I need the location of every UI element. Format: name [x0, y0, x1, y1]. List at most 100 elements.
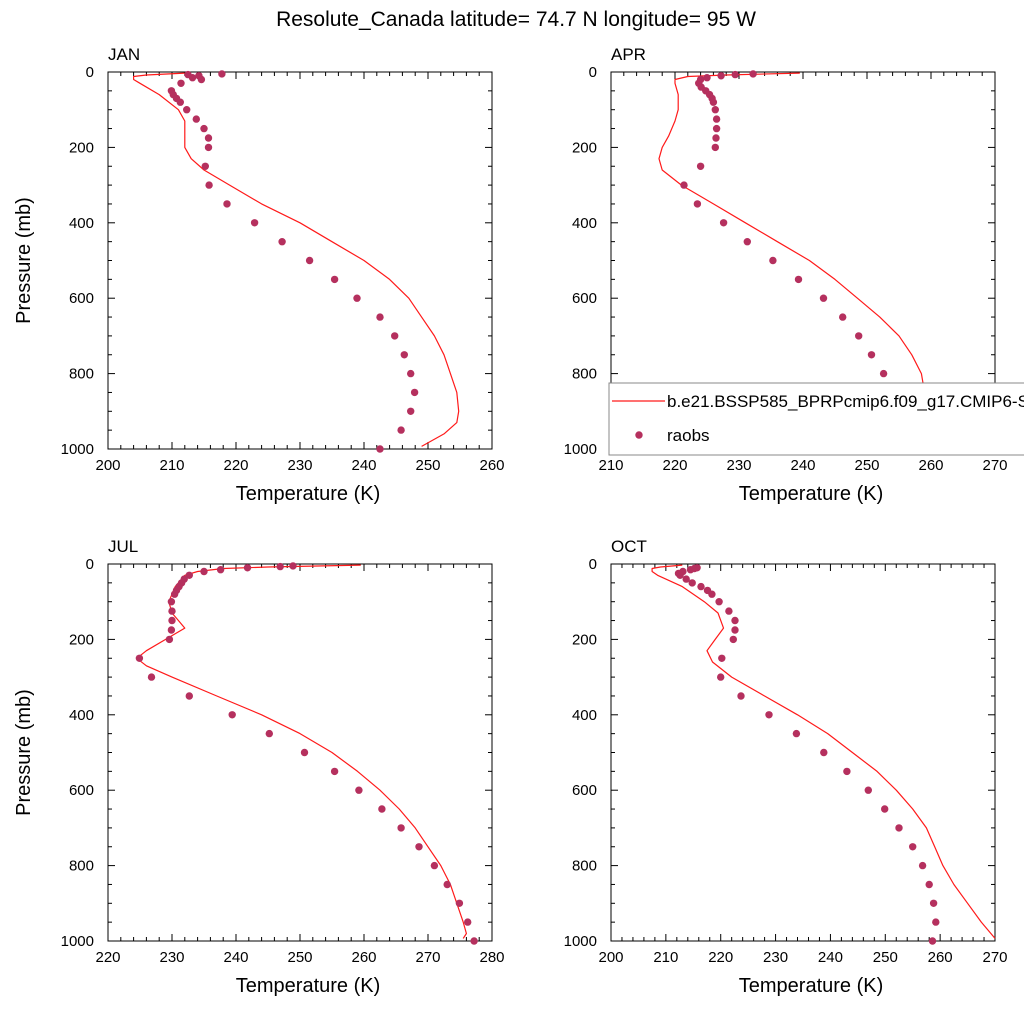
x-tick-label: 270 [982, 457, 1007, 474]
raobs-point [696, 162, 705, 170]
raobs-point [715, 598, 723, 606]
raobs-point [792, 729, 801, 738]
y-tick-label: 800 [572, 366, 597, 383]
raobs-point [709, 98, 718, 106]
legend-raobs-marker [635, 431, 643, 439]
x-tick-label: 220 [662, 457, 687, 474]
x-tick-label: 280 [479, 949, 504, 966]
y-tick-label: 0 [86, 556, 94, 573]
raobs-point [276, 562, 284, 571]
raobs-point [855, 332, 863, 340]
y-tick-label: 600 [69, 290, 94, 307]
panel-oct: 200 210 220 230 240 250 260 270 0 200 400 600 800 100… [564, 537, 1008, 997]
legend-model-label: b.e21.BSSP585_BPRPcmip6.f09_g17.CMIP6-SS… [667, 392, 1024, 411]
panel-jan: 200 210 220 230 240 250 260 0 200 400 600 800 1000 JA… [13, 45, 505, 505]
y-tick-label: 0 [589, 556, 597, 573]
raobs-point [200, 567, 208, 576]
x-axis-label: Temperature (K) [236, 483, 381, 505]
raobs-point [769, 256, 777, 265]
x-tick-label: 260 [351, 949, 376, 966]
raobs-point [725, 607, 733, 615]
raobs-point [712, 134, 720, 142]
raobs-point [391, 332, 399, 340]
y-tick-label: 600 [572, 782, 597, 799]
raobs-point [932, 918, 940, 926]
x-tick-label: 220 [708, 949, 733, 966]
raobs-point [218, 70, 226, 78]
raobs-point [355, 786, 363, 794]
x-tick-label: 260 [479, 457, 504, 474]
y-tick-label: 600 [572, 290, 597, 307]
x-axis-label: Temperature (K) [739, 975, 884, 997]
raobs-point [686, 566, 695, 574]
legend-raobs-label: raobs [667, 426, 710, 445]
panel-jul: 220 230 240 250 260 270 280 0 200 400 600 800 1000 JU… [13, 537, 505, 997]
y-tick-label: 1000 [564, 441, 597, 458]
raobs-point [265, 729, 273, 738]
x-tick-label: 220 [95, 949, 120, 966]
raobs-point [400, 351, 408, 359]
raobs-point [330, 275, 339, 284]
x-tick-label: 220 [223, 457, 248, 474]
panel-label: OCT [611, 537, 647, 556]
raobs-point [703, 74, 711, 82]
raobs-point [407, 407, 415, 415]
raobs-point [737, 692, 745, 700]
raobs-point [864, 786, 872, 794]
y-axis-label: Pressure (mb) [13, 689, 35, 816]
y-tick-label: 400 [572, 215, 597, 232]
y-tick-label: 400 [69, 215, 94, 232]
raobs-point [731, 616, 739, 625]
legend: b.e21.BSSP585_BPRPcmip6.f09_g17.CMIP6-SS… [608, 382, 1024, 456]
raobs-point [820, 748, 828, 757]
y-tick-label: 200 [69, 139, 94, 156]
raobs-point [680, 181, 688, 189]
y-tick-label: 1000 [61, 933, 94, 950]
y-tick-label: 1000 [564, 933, 597, 950]
raobs-point [397, 824, 405, 832]
raobs-point [330, 767, 339, 776]
raobs-point [177, 79, 185, 88]
raobs-point [376, 313, 384, 321]
x-tick-label: 260 [918, 457, 943, 474]
raobs-point [185, 571, 193, 579]
raobs-point [305, 256, 314, 265]
x-tick-label: 250 [854, 457, 879, 474]
raobs-point [688, 579, 696, 587]
raobs-point [464, 918, 472, 926]
raobs-point [216, 566, 225, 574]
y-tick-label: 800 [69, 858, 94, 875]
y-tick-label: 600 [69, 782, 94, 799]
plot-frame [107, 71, 493, 450]
raobs-point [718, 654, 726, 662]
raobs-point [183, 106, 191, 114]
raobs-point [300, 748, 309, 757]
raobs-point [717, 72, 725, 80]
raobs-point [895, 824, 903, 832]
raobs-point [353, 294, 361, 302]
raobs-point [185, 692, 193, 700]
raobs-point [200, 124, 208, 133]
raobs-point [168, 607, 176, 615]
y-tick-label: 200 [572, 631, 597, 648]
raobs-point [867, 351, 876, 359]
raobs-point [407, 369, 415, 378]
x-tick-label: 210 [653, 949, 678, 966]
plot-frame [107, 563, 493, 942]
panel-label: JUL [108, 537, 138, 556]
raobs-point [909, 843, 917, 851]
raobs-point [712, 115, 721, 123]
x-tick-label: 230 [726, 457, 751, 474]
raobs-point [819, 294, 828, 302]
raobs-point [168, 616, 176, 625]
raobs-point [729, 635, 737, 644]
y-axis-label: Pressure (mb) [13, 197, 35, 324]
plot-frame [610, 563, 996, 942]
y-tick-label: 400 [69, 707, 94, 724]
panel-label: APR [611, 45, 646, 64]
legend-box [608, 382, 1024, 456]
raobs-point [708, 590, 716, 598]
raobs-point [176, 98, 184, 106]
raobs-point [765, 711, 773, 719]
